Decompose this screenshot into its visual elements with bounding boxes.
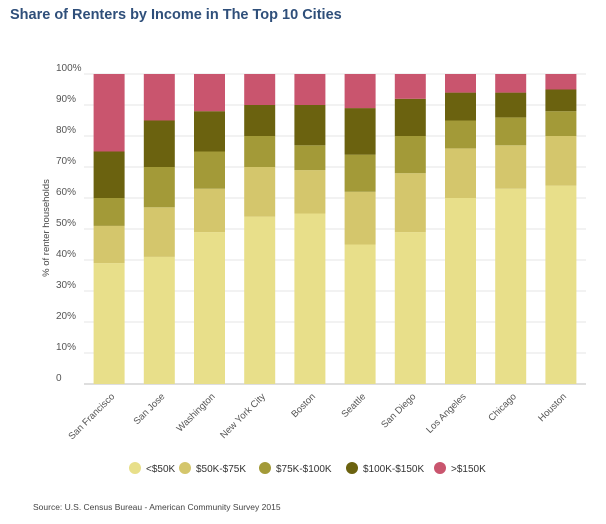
x-axis-categories: San Francisco San Jose Washington New York … [66,391,569,442]
bar-segment [495,74,527,93]
bar-segment [445,74,476,93]
bar-segment [143,167,175,208]
bar-segment [294,105,326,146]
y-tick-label: 90% [56,94,76,105]
bar-segment [244,136,276,167]
bar-segment [394,232,426,384]
legend: <$50K $50K-$75K $75K-$100K $100K-$150K >$150… [129,462,486,475]
bar-segment [294,213,326,384]
y-tick-label: 20% [56,311,76,322]
bar-segment [294,145,326,171]
x-category-label: San Diego [379,391,418,430]
bar-segment [294,74,326,105]
bar-segment [344,108,376,155]
y-tick-label: 30% [56,280,76,291]
bar-segment [545,185,577,384]
bar-segment [143,120,175,167]
legend-label: >$150K [451,464,486,475]
bar-segment [394,74,426,99]
bar-segment [194,232,225,384]
source-note: Source: U.S. Census Bureau - American Co… [33,502,281,512]
legend-label: $75K-$100K [276,464,332,475]
x-category-label: San Francisco [66,391,117,442]
bar-segment [445,120,476,149]
y-tick-label: 60% [56,187,76,198]
y-tick-label: 50% [56,218,76,229]
x-category-label: Seattle [340,391,369,420]
bar-segment [495,92,527,118]
y-axis-title: % of renter households [41,179,52,277]
bar-segment [445,148,476,198]
bar-segment [394,173,426,233]
bar-segment [244,167,276,217]
bar-segment [93,198,125,226]
x-category-label: Washington [175,391,218,434]
x-category-label: Boston [289,391,318,420]
y-tick-label: 100% [56,63,82,74]
bar-segment [143,207,175,257]
x-category-label: Chicago [486,391,518,423]
x-category-label: Houston [536,391,569,424]
bar-segment [194,151,225,189]
bar-segment [344,191,376,245]
bar-segment [545,89,577,112]
bar-segment [545,74,577,90]
x-category-label: Los Angeles [424,391,469,436]
bar-segment [194,188,225,233]
bar-segment [394,136,426,174]
bar-segment [344,74,376,109]
legend-swatch [179,462,191,474]
y-tick-label: 10% [56,342,76,353]
x-category-label: New York City [218,391,268,441]
legend-label: <$50K [146,464,176,475]
bar-segment [394,98,426,136]
y-axis-ticks: 0 10% 20% 30% 40% 50% 60% 70% 80% 90% 100% [56,63,82,384]
legend-label: $50K-$75K [196,464,246,475]
bar-segment [545,111,577,136]
y-tick-label: 0 [56,373,62,384]
bar-segment [244,74,276,105]
bar-segment [93,151,125,198]
x-category-label: San Jose [132,391,168,427]
legend-swatch [346,462,358,474]
bar-segment [294,170,326,214]
bar-segment [93,225,125,264]
y-tick-label: 80% [56,125,76,136]
bar-segment [143,256,175,384]
bar-segment [545,136,577,186]
legend-label: $100K-$150K [363,464,424,475]
bar-segment [495,188,527,384]
bar-segment [194,74,225,112]
bar-segment [344,244,376,384]
chart-title: Share of Renters by Income in The Top 10… [10,7,342,23]
bar-segment [93,263,125,384]
legend-swatch [434,462,446,474]
bar-segment [143,74,175,121]
bar-segment [344,154,376,192]
bar-segment [495,117,527,146]
bars [93,74,577,384]
y-tick-label: 70% [56,156,76,167]
legend-swatch [129,462,141,474]
bar-segment [194,111,225,152]
bar-segment [244,216,276,384]
legend-swatch [259,462,271,474]
bar-segment [445,92,476,121]
y-tick-label: 40% [56,249,76,260]
bar-segment [495,145,527,189]
bar-segment [93,74,125,152]
bar-segment [445,198,476,384]
bar-segment [244,105,276,136]
